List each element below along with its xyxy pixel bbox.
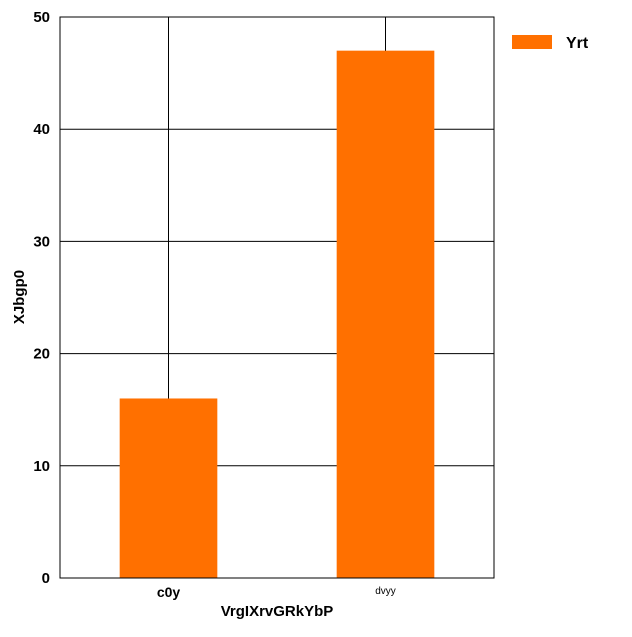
- bar-c0y: [119, 398, 218, 578]
- x-tick-label: dvyy: [375, 586, 396, 597]
- y-tick-label: 30: [33, 233, 50, 250]
- bars-layer: [119, 50, 435, 579]
- legend-swatch: [512, 35, 552, 49]
- bar-dvyy: [336, 50, 435, 579]
- legend: Yrt: [512, 35, 589, 52]
- y-tick-label: 40: [33, 121, 50, 138]
- y-tick-label: 10: [33, 458, 50, 475]
- x-axis-title: VrgIXrvGRkYbP: [221, 603, 334, 620]
- y-tick-label: 50: [33, 9, 50, 26]
- x-axis-ticks: c0y dvyy: [157, 584, 396, 600]
- legend-label-series-1: Yrt: [566, 35, 589, 52]
- y-axis-ticks: 0 10 20 30 40 50: [33, 9, 50, 587]
- y-axis-title: XJbgp0: [11, 270, 28, 324]
- y-tick-label: 0: [42, 570, 50, 587]
- plot-frame: [59, 16, 495, 579]
- y-tick-label: 20: [33, 346, 50, 363]
- x-tick-label: c0y: [157, 584, 181, 600]
